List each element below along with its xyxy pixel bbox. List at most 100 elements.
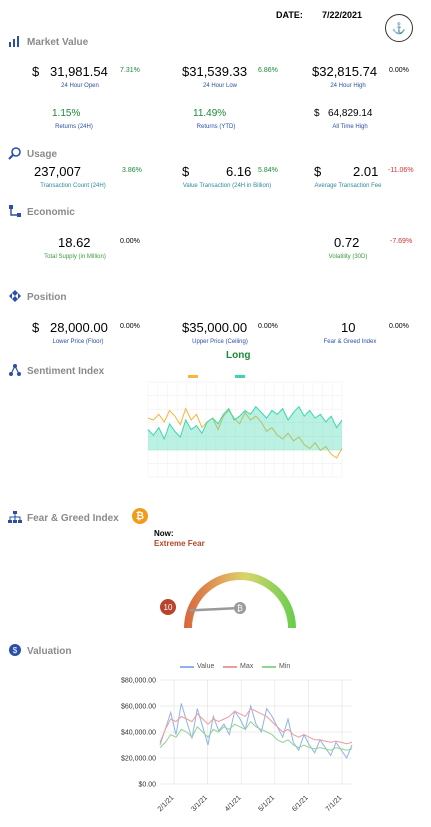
upper-label: Upper Price (Ceiling): [192, 339, 248, 345]
magnifier-icon: [8, 146, 22, 165]
date-value: 7/22/2021: [322, 10, 363, 20]
legend-max: Max: [223, 663, 253, 670]
legend-max-label: Max: [240, 663, 254, 670]
valuation-x-tick-label: 5/1/21: [257, 794, 276, 813]
open-pct: 7.31%: [120, 67, 140, 74]
tx-count-pct: 3.86%: [122, 167, 142, 174]
high-value: $32,815.74: [312, 64, 378, 79]
date-label: DATE:: [276, 10, 303, 20]
fg-value: 10: [341, 320, 356, 335]
legend-min: Min: [262, 663, 290, 670]
open-label: 24 Hour Open: [61, 83, 99, 89]
sentiment-legend-swatch-1: [188, 375, 198, 378]
avg-fee-currency: $: [314, 164, 322, 179]
returns-ytd-value: 11.49%: [193, 108, 227, 119]
lower-label: Lower Price (Floor): [52, 339, 104, 345]
returns-24h-value: 1.15%: [52, 108, 81, 119]
bitcoin-icon: ₿: [132, 508, 148, 524]
sentiment-chart: [147, 375, 343, 478]
valuation-y-ticks: $0.00 $20,000.00 $40,000.00 $60,000.00 $80,0…: [121, 678, 156, 789]
valuation-y-tick-label: $80,000.00: [121, 678, 156, 685]
volatility-label: Volatility (30D): [328, 254, 368, 260]
legend-min-swatch: [262, 665, 276, 668]
high-label: 24 Hour High: [330, 83, 366, 89]
gauge-value: 10: [160, 599, 176, 615]
legend-value-label: Value: [197, 663, 215, 670]
fg-pct: 0.00%: [389, 323, 409, 330]
low-value: $31,539.33: [182, 64, 248, 79]
sentiment-icon: [8, 363, 22, 382]
valuation-line-max: [159, 707, 353, 745]
valuation-y-tick-label: $60,000.00: [121, 704, 156, 711]
fear-greed-gauge: ₿: [184, 572, 296, 628]
legend-max-swatch: [223, 665, 237, 668]
tx-count-value: 237,007: [34, 164, 81, 179]
valuation-line-min: [159, 720, 353, 751]
ath-label: All Time High: [332, 124, 368, 130]
lower-value: 28,000.00: [50, 320, 108, 335]
gauge-hub-bitcoin-icon: ₿: [237, 604, 243, 613]
ath-currency: $: [314, 108, 320, 119]
tx-value-value: 6.16: [226, 164, 252, 179]
gauge-needle: [189, 606, 242, 612]
upper-value: $35,000.00: [182, 320, 248, 335]
market-value-icon: [8, 34, 22, 53]
svg-text:$: $: [13, 646, 18, 655]
open-value: 31,981.54: [50, 64, 108, 79]
valuation-y-tick-label: $40,000.00: [121, 730, 156, 737]
lower-currency: $: [32, 320, 40, 335]
anchor-icon: ⚓: [392, 22, 406, 35]
open-currency: $: [32, 64, 40, 79]
position-icon: [8, 289, 22, 308]
valuation-title: Valuation: [27, 646, 72, 657]
volatility-value: 0.72: [334, 235, 360, 250]
fear-greed-title: Fear & Greed Index: [27, 513, 119, 524]
avg-fee-value: 2.01: [353, 164, 379, 179]
returns-ytd-label: Returns (YTD): [196, 124, 236, 130]
sentiment-series: [147, 405, 343, 459]
valuation-chart: $0.00 $20,000.00 $40,000.00 $60,000.00 $80,0…: [121, 678, 353, 813]
supply-value: 18.62: [58, 235, 91, 250]
position-signal: Long: [226, 350, 251, 361]
valuation-x-tick-label: 6/1/21: [291, 794, 310, 813]
returns-24h-label: Returns (24H): [55, 124, 93, 130]
valuation-y-tick-label: $20,000.00: [121, 756, 156, 763]
legend-value-swatch: [180, 665, 194, 668]
sentiment-legend-swatch-2: [235, 375, 245, 378]
valuation-y-tick-label: $0.00: [138, 782, 156, 789]
economic-title: Economic: [27, 207, 75, 218]
position-title: Position: [27, 292, 67, 303]
fg-now-value: Extreme Fear: [154, 539, 205, 548]
low-label: 24 Hour Low: [202, 83, 238, 89]
tx-count-label: Transaction Count (24H): [40, 183, 106, 189]
valuation-x-tick-label: 4/1/21: [224, 794, 243, 813]
valuation-x-ticks: 2/1/21 3/1/21 4/1/21 5/1/21 6/1/21 7/1/21: [157, 794, 344, 813]
gauge-arc: [184, 572, 296, 628]
valuation-x-tick-label: 3/1/21: [190, 794, 209, 813]
sentiment-series-line: [147, 407, 343, 459]
lower-pct: 0.00%: [120, 323, 140, 330]
tx-value-currency: $: [182, 164, 190, 179]
upper-pct: 0.00%: [258, 323, 278, 330]
ath-value: 64,829.14: [328, 108, 373, 119]
avg-fee-label: Average Transaction Fee: [314, 183, 382, 189]
legend-min-label: Min: [279, 663, 291, 670]
legend-value: Value: [180, 663, 214, 670]
fg-label: Fear & Greed Index: [323, 339, 377, 345]
company-logo: ⚓: [385, 14, 413, 42]
sentiment-title: Sentiment Index: [27, 366, 105, 377]
sentiment-series-line: [147, 405, 343, 441]
low-pct: 6.86%: [258, 67, 278, 74]
usage-title: Usage: [27, 149, 58, 160]
valuation-series: [159, 703, 353, 760]
tx-value-label: Value Transaction (24H in Billion): [182, 183, 272, 189]
valuation-x-tick-label: 2/1/21: [157, 794, 176, 813]
supply-pct: 0.00%: [120, 238, 140, 245]
hierarchy-icon: [8, 510, 22, 529]
avg-fee-pct: -11.06%: [388, 167, 414, 174]
volatility-pct: -7.69%: [390, 238, 413, 245]
valuation-grid: [160, 679, 352, 785]
supply-label: Total Supply (in Million): [44, 254, 106, 260]
valuation-x-tick-label: 7/1/21: [325, 794, 344, 813]
tx-value-pct: 5.84%: [258, 167, 278, 174]
